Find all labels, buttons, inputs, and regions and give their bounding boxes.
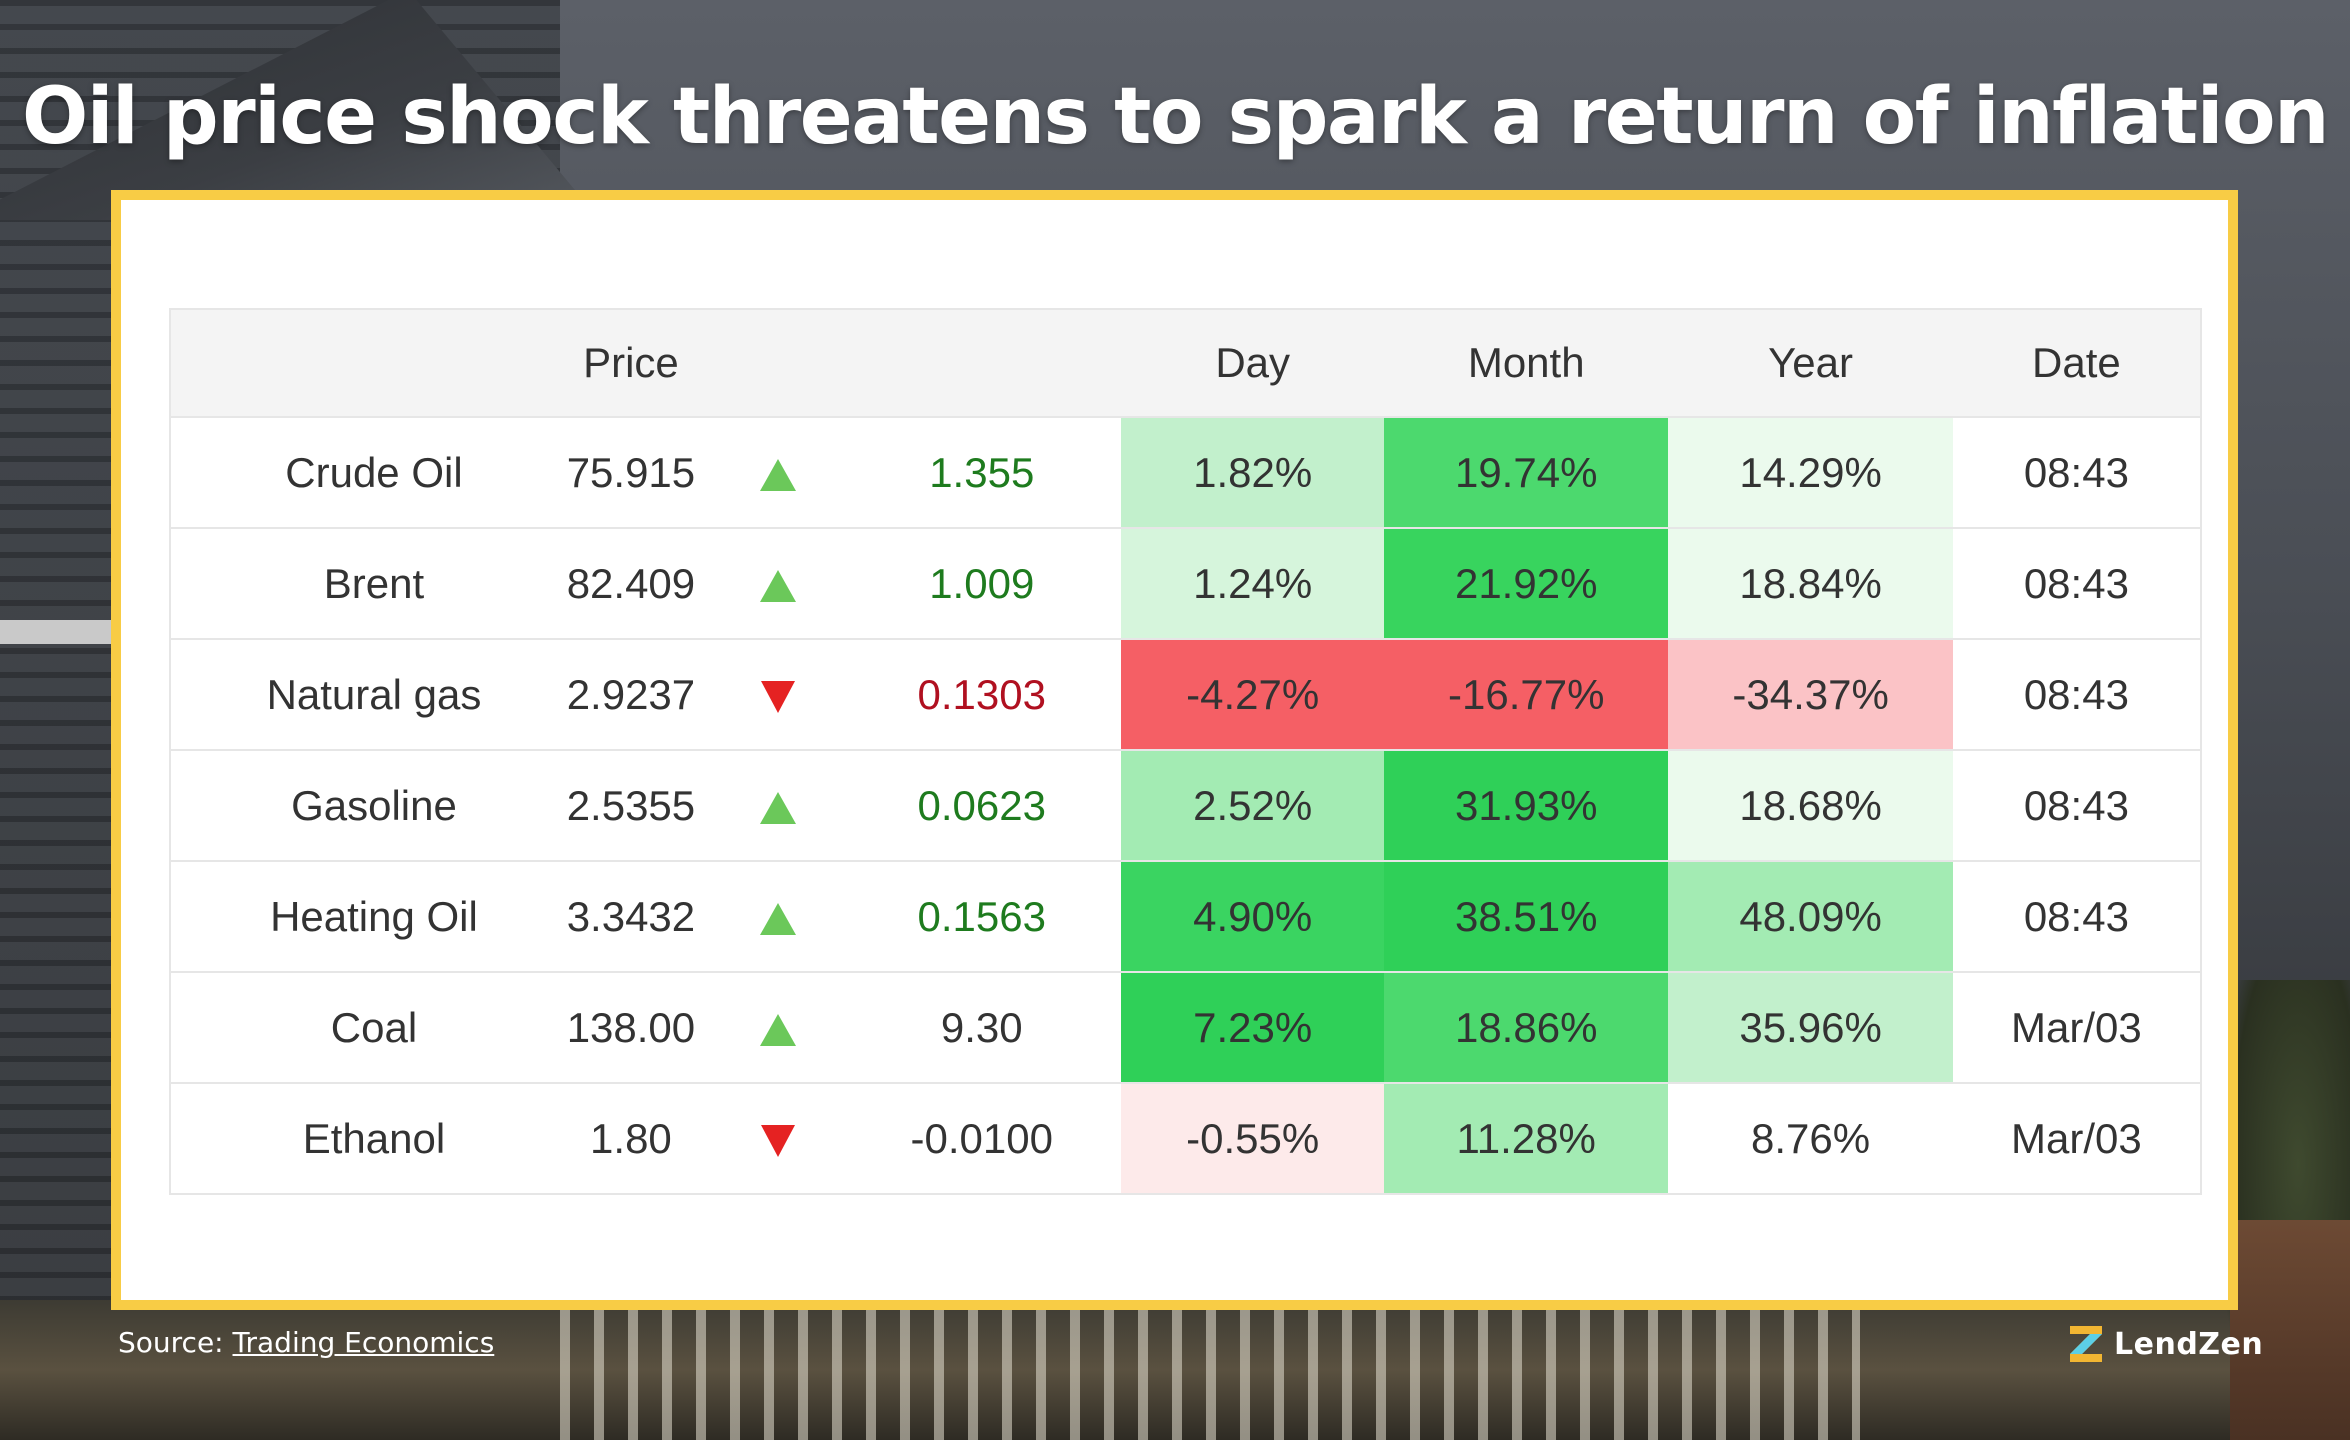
page-title: Oil price shock threatens to spark a ret… [21, 72, 2330, 162]
change-value: 0.1303 [842, 639, 1122, 751]
year-change: -34.37% [1668, 639, 1953, 751]
commodity-name: Coal [170, 972, 532, 1084]
change-value: 1.355 [842, 417, 1122, 529]
month-change: -16.77% [1384, 639, 1669, 751]
brand-name: LendZen [2114, 1326, 2264, 1362]
header-day: Day [1121, 308, 1385, 418]
commodity-name: Crude Oil [170, 417, 532, 529]
year-change: 35.96% [1668, 972, 1953, 1084]
header-arrow [712, 308, 843, 418]
date-value: 08:43 [1952, 639, 2201, 751]
up-arrow-icon [712, 972, 843, 1084]
date-value: 08:43 [1952, 750, 2201, 862]
header-date: Date [1952, 308, 2201, 418]
header-year: Year [1668, 308, 1953, 418]
table-row[interactable]: Coal 138.00 9.30 7.23% 18.86% 35.96% Mar/03 [170, 972, 2201, 1084]
source-link[interactable]: Trading Economics [232, 1326, 495, 1359]
date-value: Mar/03 [1952, 972, 2201, 1084]
triangle-up-icon [759, 792, 796, 825]
up-arrow-icon [712, 417, 843, 529]
day-change: 4.90% [1121, 861, 1385, 973]
table-row[interactable]: Brent 82.409 1.009 1.24% 21.92% 18.84% 08:43 [170, 528, 2201, 640]
price-value: 3.3432 [531, 861, 713, 973]
commodity-name: Natural gas [170, 639, 532, 751]
day-change: 7.23% [1121, 972, 1385, 1084]
date-value: 08:43 [1952, 417, 2201, 529]
date-value: 08:43 [1952, 528, 2201, 640]
table-row[interactable]: Heating Oil 3.3432 0.1563 4.90% 38.51% 48.09%… [170, 861, 2201, 973]
table-body: Crude Oil 75.915 1.355 1.82% 19.74% 14.29% 08:… [170, 417, 2201, 1195]
month-change: 11.28% [1384, 1083, 1669, 1195]
header-month: Month [1384, 308, 1669, 418]
commodities-table: Price Day Month Year Date Crude Oil 75.91… [169, 308, 2202, 1195]
up-arrow-icon [712, 528, 843, 640]
change-value: -0.0100 [842, 1083, 1122, 1195]
table-row[interactable]: Crude Oil 75.915 1.355 1.82% 19.74% 14.29% 08:… [170, 417, 2201, 529]
source-note: Source: Trading Economics [118, 1326, 494, 1359]
house-trim [0, 620, 120, 644]
commodity-name: Brent [170, 528, 532, 640]
triangle-up-icon [759, 1014, 796, 1047]
month-change: 38.51% [1384, 861, 1669, 973]
price-value: 138.00 [531, 972, 713, 1084]
price-value: 75.915 [531, 417, 713, 529]
triangle-up-icon [759, 903, 796, 936]
year-change: 8.76% [1668, 1083, 1953, 1195]
day-change: -0.55% [1121, 1083, 1385, 1195]
triangle-down-icon [760, 1125, 795, 1158]
year-change: 14.29% [1668, 417, 1953, 529]
fence [560, 1310, 1860, 1440]
month-change: 31.93% [1384, 750, 1669, 862]
house-right [2230, 1220, 2350, 1440]
date-value: 08:43 [1952, 861, 2201, 973]
day-change: 1.24% [1121, 528, 1385, 640]
year-change: 48.09% [1668, 861, 1953, 973]
down-arrow-icon [712, 1083, 843, 1195]
price-value: 1.80 [531, 1083, 713, 1195]
brand: LendZen [2068, 1322, 2263, 1366]
month-change: 21.92% [1384, 528, 1669, 640]
header-change [842, 308, 1122, 418]
table-row[interactable]: Natural gas 2.9237 0.1303 -4.27% -16.77% -34.… [170, 639, 2201, 751]
month-change: 18.86% [1384, 972, 1669, 1084]
day-change: 1.82% [1121, 417, 1385, 529]
price-value: 2.5355 [531, 750, 713, 862]
change-value: 0.0623 [842, 750, 1122, 862]
triangle-down-icon [760, 681, 795, 714]
price-value: 82.409 [531, 528, 713, 640]
day-change: -4.27% [1121, 639, 1385, 751]
month-change: 19.74% [1384, 417, 1669, 529]
table-row[interactable]: Gasoline 2.5355 0.0623 2.52% 31.93% 18.68% 08:… [170, 750, 2201, 862]
lendzen-logo-icon [2070, 1326, 2102, 1362]
header-price: Price [531, 308, 713, 418]
commodity-name: Heating Oil [170, 861, 532, 973]
commodity-name: Gasoline [170, 750, 532, 862]
up-arrow-icon [712, 750, 843, 862]
price-value: 2.9237 [531, 639, 713, 751]
year-change: 18.84% [1668, 528, 1953, 640]
table-card: Price Day Month Year Date Crude Oil 75.91… [111, 190, 2238, 1310]
up-arrow-icon [712, 861, 843, 973]
date-value: Mar/03 [1952, 1083, 2201, 1195]
day-change: 2.52% [1121, 750, 1385, 862]
year-change: 18.68% [1668, 750, 1953, 862]
triangle-up-icon [759, 459, 796, 492]
commodity-name: Ethanol [170, 1083, 532, 1195]
table-row[interactable]: Ethanol 1.80 -0.0100 -0.55% 11.28% 8.76% Mar/0… [170, 1083, 2201, 1195]
triangle-up-icon [759, 570, 796, 603]
header-name [170, 308, 532, 418]
source-prefix: Source: [118, 1326, 224, 1359]
table-header: Price Day Month Year Date [170, 308, 2201, 418]
change-value: 9.30 [842, 972, 1122, 1084]
change-value: 0.1563 [842, 861, 1122, 973]
down-arrow-icon [712, 639, 843, 751]
change-value: 1.009 [842, 528, 1122, 640]
